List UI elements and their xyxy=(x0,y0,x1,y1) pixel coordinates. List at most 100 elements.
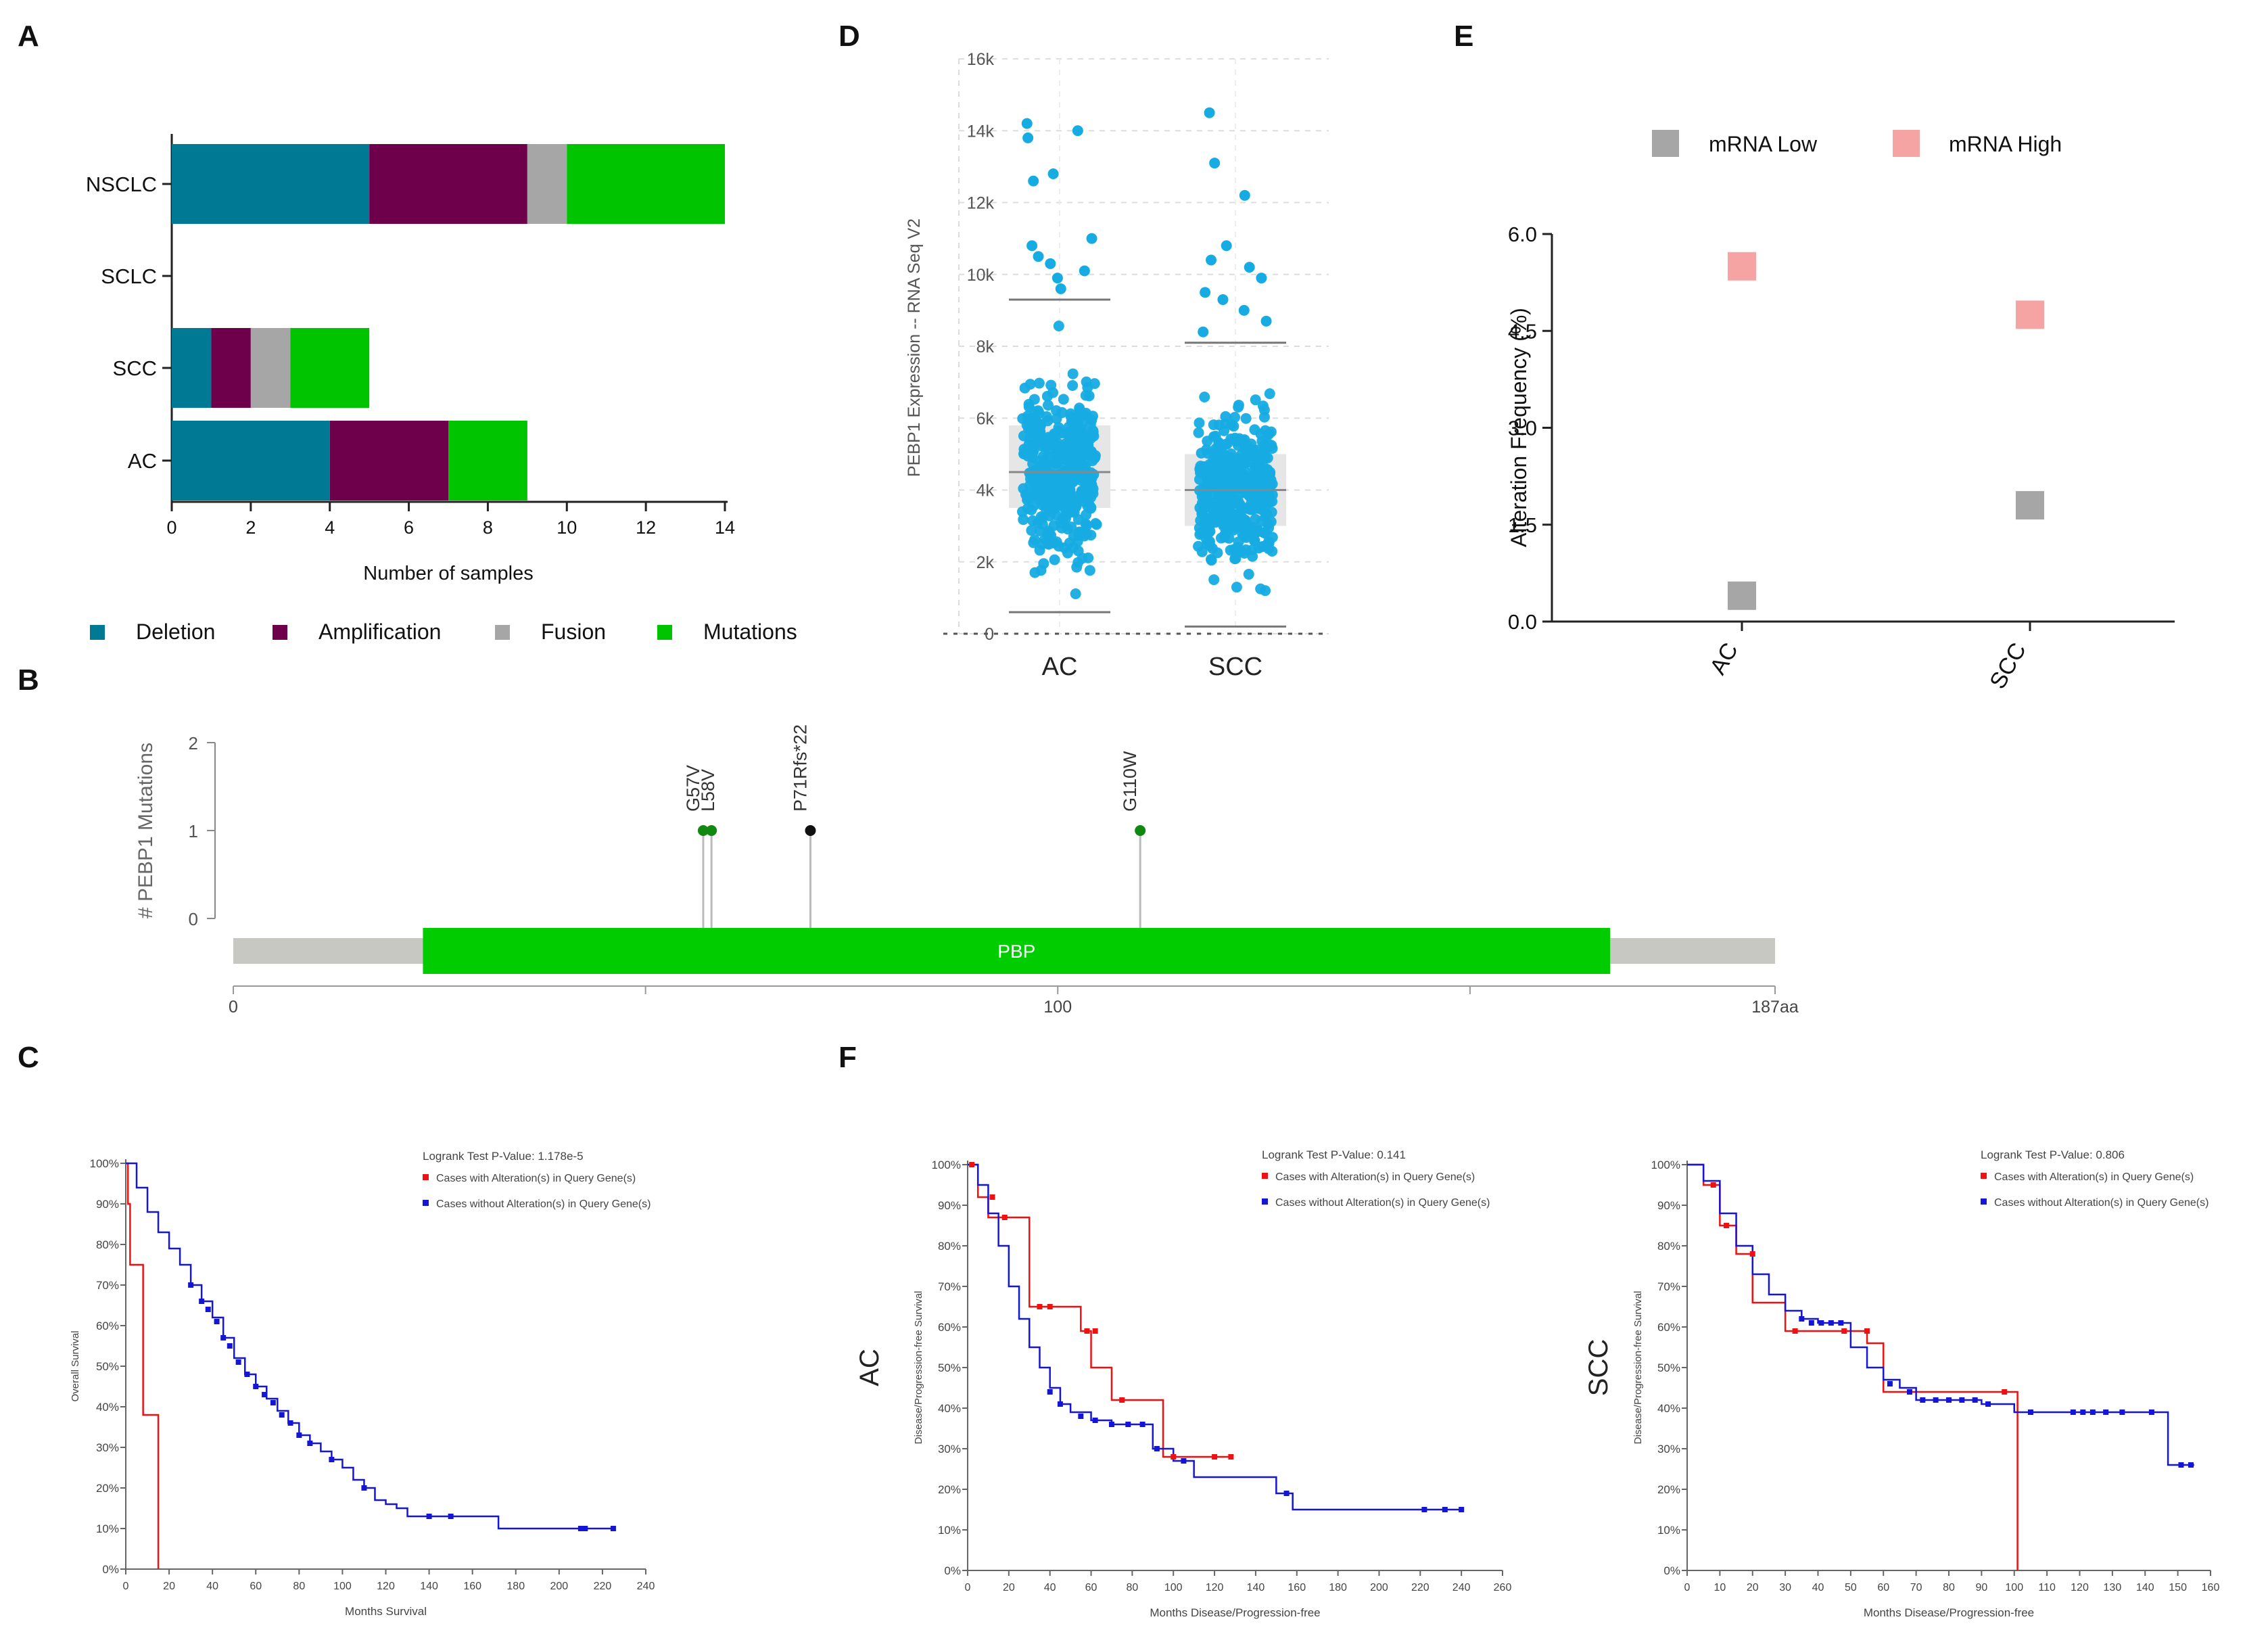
d-outlier-point xyxy=(1086,233,1097,244)
b-x-tick-label: 100 xyxy=(1043,998,1072,1017)
panel-c-survival-plot: 0% 10% 20% 30% 40% 50% 60% 70% 80% 90% 100% 0 20 40 60… xyxy=(70,1150,655,1618)
d-point xyxy=(1026,525,1037,536)
e-y-tick-label: 1.5 xyxy=(1508,513,1537,537)
d-point xyxy=(1068,460,1080,471)
e-y-tick-label: 0.0 xyxy=(1508,610,1537,634)
km-y-tick-label: 20% xyxy=(96,1482,119,1495)
d-point xyxy=(1059,542,1070,554)
km-x-tick-label: 240 xyxy=(637,1581,655,1592)
km-censor-mark xyxy=(1442,1507,1448,1512)
a-category-label: SCLC xyxy=(101,264,157,288)
km-x-tick-label: 160 xyxy=(463,1581,481,1592)
d-point xyxy=(1068,530,1079,542)
d-outlier-point xyxy=(1045,258,1056,269)
km-censor-mark xyxy=(2178,1462,2184,1468)
km-y-tick-label: 90% xyxy=(1657,1199,1680,1212)
d-point xyxy=(1066,426,1078,438)
d-point xyxy=(1250,501,1261,513)
km-x-tick-label: 80 xyxy=(293,1581,305,1592)
a-bar-deletion xyxy=(172,328,212,408)
a-category-label: AC xyxy=(128,449,157,473)
km-x-tick-label: 50 xyxy=(1845,1582,1857,1593)
km-censor-mark xyxy=(1946,1397,1952,1403)
km-x-tick-label: 120 xyxy=(1206,1582,1224,1593)
panel-label-d: D xyxy=(838,20,860,53)
d-point xyxy=(1194,522,1205,534)
a-legend-swatch-fusion xyxy=(495,625,510,640)
d-point xyxy=(1070,500,1082,511)
d-outlier-point xyxy=(1204,107,1215,118)
d-x-category-label: SCC xyxy=(1208,653,1262,681)
d-point xyxy=(1091,519,1102,530)
d-point xyxy=(1018,514,1029,526)
km-x-tick-label: 140 xyxy=(420,1581,438,1592)
d-point xyxy=(1218,454,1229,466)
d-point xyxy=(1061,482,1072,494)
e-y-tick-label: 3.0 xyxy=(1508,417,1537,440)
km-y-tick-label: 60% xyxy=(938,1321,961,1334)
km-x-tick-label: 30 xyxy=(1779,1582,1791,1593)
km-y-tick-label: 10% xyxy=(1657,1524,1680,1537)
km-x-tick-label: 180 xyxy=(506,1581,525,1592)
d-point xyxy=(1258,404,1270,416)
b-mutation-label: L58V xyxy=(698,769,718,812)
km-curve-unaltered xyxy=(126,1162,613,1530)
km-censor-mark xyxy=(307,1441,313,1446)
e-y-axis-title: Alteration Frequency (%) xyxy=(1507,308,1531,547)
d-point xyxy=(1082,381,1093,393)
km-censor-mark xyxy=(1933,1397,1939,1403)
d-point xyxy=(1249,469,1260,481)
km-censor-mark xyxy=(1710,1182,1716,1188)
km-censor-mark xyxy=(1092,1328,1098,1334)
d-outlier-point xyxy=(1055,283,1066,294)
a-x-tick-label: 6 xyxy=(404,517,414,538)
panel-d-expression-boxplot: 0 2k 4k 6k 8k 10k 12k 14k 16k AC SCC PEBP1 Expressi… xyxy=(905,50,1329,681)
d-point xyxy=(1041,460,1052,471)
panel-labels: A B C D E F xyxy=(18,20,1473,1074)
km-x-tick-label: 100 xyxy=(333,1581,352,1592)
a-x-tick-label: 10 xyxy=(557,517,577,538)
d-y-tick-label: 2k xyxy=(976,553,995,572)
d-point xyxy=(1250,513,1261,525)
a-legend-swatch-amplification xyxy=(273,625,287,640)
d-point xyxy=(1264,440,1275,452)
km-censor-mark xyxy=(244,1372,250,1377)
km-y-tick-label: 40% xyxy=(938,1402,961,1415)
panel-a-stacked-bar-chart: NSCLC SCLC SCC AC 0 2 4 6 8 10 12 14 Number of sampl… xyxy=(86,134,797,644)
d-point xyxy=(1083,439,1094,450)
km-censor-mark xyxy=(2148,1409,2154,1415)
km-legend-marker xyxy=(1981,1198,1987,1205)
km-legend-label: Cases without Alteration(s) in Query Gen… xyxy=(1994,1197,2208,1209)
d-y-tick-label: 14k xyxy=(967,122,995,141)
km-x-tick-label: 70 xyxy=(1910,1582,1922,1593)
e-legend-label: mRNA Low xyxy=(1709,132,1818,156)
km-x-tick-label: 140 xyxy=(2136,1582,2154,1593)
km-legend-marker xyxy=(1262,1173,1268,1179)
d-point xyxy=(1083,390,1095,402)
km-censor-mark xyxy=(199,1299,205,1304)
km-curve-altered xyxy=(126,1162,160,1569)
km-censor-mark xyxy=(2188,1462,2194,1468)
km-censor-mark xyxy=(188,1282,194,1288)
b-lollipop-head xyxy=(805,825,816,836)
d-point xyxy=(1026,504,1037,515)
km-censor-mark xyxy=(1092,1418,1098,1423)
b-y-axis-title: # PEBP1 Mutations xyxy=(135,743,157,918)
d-point xyxy=(1082,500,1093,512)
d-point xyxy=(1208,419,1219,431)
km-y-tick-label: 20% xyxy=(1657,1483,1680,1496)
d-point xyxy=(1058,473,1069,485)
km-censor-mark xyxy=(1920,1397,1926,1403)
b-y-tick-label: 0 xyxy=(189,909,198,929)
d-outlier-point xyxy=(1052,273,1063,284)
d-point xyxy=(1248,487,1259,498)
d-point xyxy=(1200,496,1211,507)
km-curve-unaltered xyxy=(968,1163,1462,1511)
d-point xyxy=(1072,448,1083,459)
a-bar-amplification xyxy=(211,328,251,408)
km-y-axis-title: Disease/Progression-free Survival xyxy=(913,1291,924,1445)
d-point xyxy=(1056,407,1068,419)
d-point xyxy=(1043,526,1055,537)
km-censor-mark xyxy=(1841,1328,1847,1334)
